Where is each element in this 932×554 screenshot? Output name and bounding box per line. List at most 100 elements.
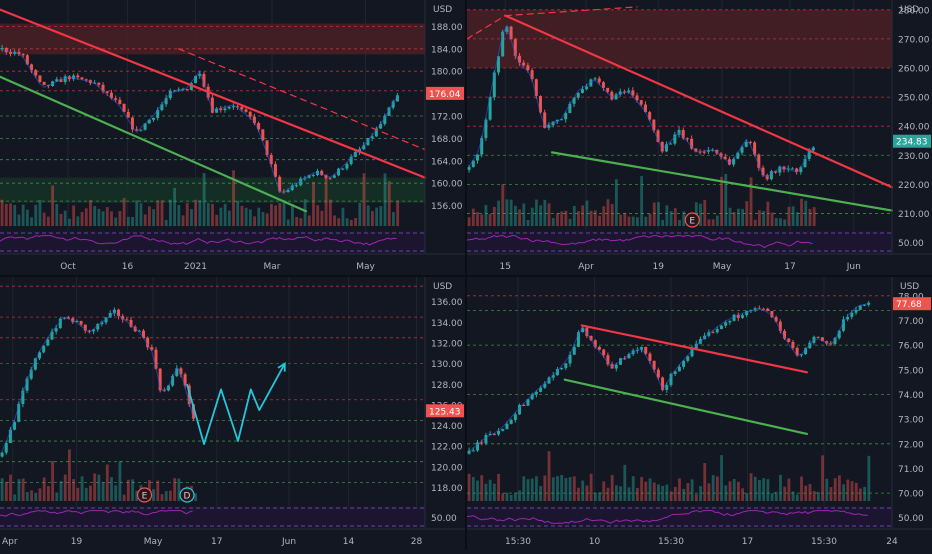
candle-body bbox=[631, 90, 635, 96]
dividend-marker-label: D bbox=[184, 492, 191, 502]
volume-bar bbox=[610, 475, 614, 501]
candle-body bbox=[25, 378, 29, 391]
volume-bar bbox=[484, 483, 488, 501]
rsi-band bbox=[0, 231, 425, 253]
x-tick-label: Oct bbox=[60, 262, 76, 272]
rsi-value-label: 50.00 bbox=[898, 239, 924, 249]
candle-body bbox=[488, 97, 492, 120]
volume-bar bbox=[564, 478, 568, 501]
volume-bar bbox=[572, 476, 576, 501]
volume-bar bbox=[669, 211, 673, 226]
x-tick-label: Jun bbox=[846, 262, 861, 272]
volume-bar bbox=[156, 200, 160, 226]
candle-body bbox=[261, 129, 265, 141]
volume-bar bbox=[829, 487, 833, 501]
x-tick-label: 28 bbox=[411, 537, 423, 547]
candle-body bbox=[198, 73, 202, 76]
candle-body bbox=[71, 318, 75, 323]
candle-body bbox=[177, 89, 181, 91]
volume-bar bbox=[21, 204, 25, 226]
candle-body bbox=[13, 421, 17, 430]
volume-bar bbox=[560, 474, 564, 501]
candle-body bbox=[299, 178, 303, 186]
volume-bar bbox=[387, 181, 391, 226]
volume-bar bbox=[535, 476, 538, 501]
x-tick-label: 17 bbox=[742, 537, 753, 547]
y-tick-label: 132.00 bbox=[431, 339, 463, 349]
volume-bar bbox=[80, 476, 84, 501]
last-price-badge bbox=[426, 404, 464, 418]
candle-body bbox=[711, 149, 715, 151]
volume-bar bbox=[13, 494, 17, 501]
volume-bar bbox=[741, 488, 745, 501]
candle-body bbox=[585, 327, 589, 336]
volume-bar bbox=[173, 187, 177, 226]
volume-bar bbox=[139, 203, 143, 226]
volume-bar bbox=[711, 475, 715, 501]
candle-body bbox=[867, 302, 871, 305]
candle-body bbox=[522, 62, 526, 66]
volume-bar bbox=[581, 480, 585, 501]
candle-body bbox=[606, 87, 610, 92]
volume-bar bbox=[206, 203, 210, 226]
candle-body bbox=[682, 360, 686, 367]
candle-body bbox=[67, 317, 71, 319]
candle-body bbox=[681, 129, 685, 139]
volume-bar bbox=[682, 211, 686, 226]
volume-bar bbox=[274, 205, 278, 226]
candle-body bbox=[635, 95, 639, 101]
candle-body bbox=[727, 159, 731, 165]
candle-body bbox=[665, 384, 669, 390]
resistance-trendline bbox=[0, 8, 427, 179]
volume-bar bbox=[509, 494, 513, 501]
volume-bar bbox=[867, 455, 871, 501]
volume-bar bbox=[46, 216, 50, 226]
volume-bar bbox=[173, 478, 177, 501]
earnings-marker-label: E bbox=[689, 217, 695, 227]
candle-body bbox=[589, 335, 593, 341]
volume-bar bbox=[715, 476, 719, 501]
volume-bar bbox=[791, 206, 795, 226]
candle-body bbox=[719, 325, 723, 330]
candle-body bbox=[164, 98, 168, 105]
volume-bar bbox=[724, 485, 728, 501]
candle-body bbox=[349, 156, 353, 165]
volume-bar bbox=[17, 214, 21, 226]
candle-body bbox=[719, 153, 723, 157]
x-tick-label: 19 bbox=[71, 537, 83, 547]
volume-bar bbox=[257, 207, 261, 226]
candle-body bbox=[227, 107, 231, 109]
panel-background bbox=[467, 277, 932, 550]
volume-bar bbox=[114, 485, 118, 501]
candle-body bbox=[606, 355, 610, 365]
candle-body bbox=[467, 167, 471, 170]
candle-body bbox=[273, 164, 277, 177]
candle-body bbox=[648, 353, 652, 361]
y-tick-label: 250.00 bbox=[898, 94, 930, 104]
candle-body bbox=[501, 31, 505, 57]
candle-body bbox=[614, 94, 618, 100]
volume-bar bbox=[808, 484, 812, 501]
volume-bar bbox=[589, 210, 593, 226]
volume-bar bbox=[97, 208, 101, 226]
candle-body bbox=[778, 166, 782, 173]
y-tick-label: 75.00 bbox=[898, 366, 924, 376]
last-price-label: 125.43 bbox=[429, 407, 461, 417]
volume-bar bbox=[614, 485, 618, 501]
candle-body bbox=[639, 100, 643, 105]
candle-body bbox=[564, 113, 568, 120]
volume-bar bbox=[126, 216, 130, 226]
volume-bar bbox=[122, 494, 126, 501]
volume-bar bbox=[753, 219, 757, 226]
candle-body bbox=[623, 358, 627, 360]
y-tick-label: 220.00 bbox=[898, 181, 930, 191]
volume-bar bbox=[194, 199, 198, 226]
candle-body bbox=[622, 91, 626, 93]
candle-body bbox=[858, 305, 862, 310]
volume-bar bbox=[349, 219, 353, 226]
candle-body bbox=[17, 51, 21, 55]
rsi-line bbox=[466, 235, 813, 249]
x-tick-label: 15 bbox=[500, 262, 511, 272]
volume-bar bbox=[636, 487, 639, 501]
candle-body bbox=[702, 151, 706, 153]
